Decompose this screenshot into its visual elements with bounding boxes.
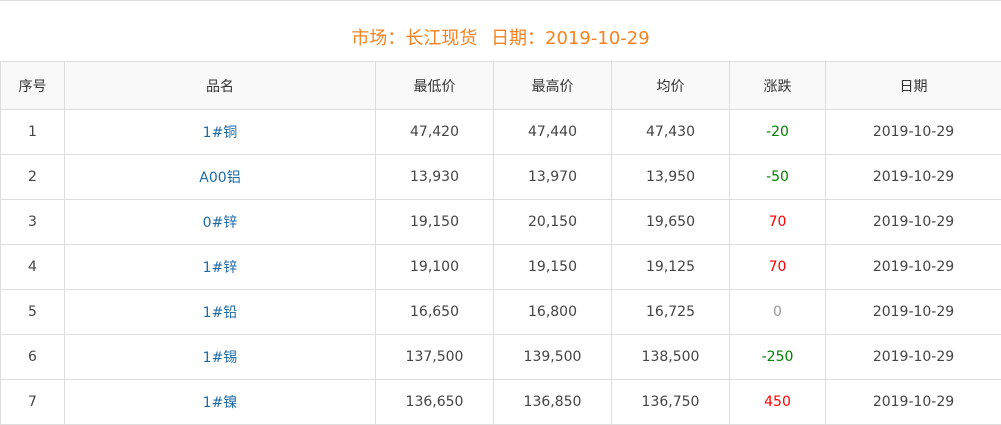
cell-index: 3: [1, 200, 65, 245]
date-label: 日期：2019-10-29: [491, 28, 650, 49]
cell-low: 19,150: [376, 200, 494, 245]
cell-avg: 136,750: [612, 380, 730, 425]
header-col-index: 序号: [1, 62, 65, 110]
table-header: 序号品名最低价最高价均价涨跌日期: [1, 62, 1001, 110]
cell-high: 47,440: [494, 110, 612, 155]
market-label: 市场：长江现货: [351, 28, 477, 49]
header-col-avg: 均价: [612, 62, 730, 110]
cell-low: 136,650: [376, 380, 494, 425]
header-col-change: 涨跌: [730, 62, 826, 110]
cell-index: 6: [1, 335, 65, 380]
cell-change: 70: [730, 245, 826, 290]
page-title: 市场：长江现货 日期：2019-10-29: [0, 1, 1001, 61]
cell-low: 13,930: [376, 155, 494, 200]
cell-low: 137,500: [376, 335, 494, 380]
cell-change: -20: [730, 110, 826, 155]
cell-low: 16,650: [376, 290, 494, 335]
cell-low: 47,420: [376, 110, 494, 155]
cell-date: 2019-10-29: [826, 155, 1001, 200]
cell-date: 2019-10-29: [826, 335, 1001, 380]
cell-high: 139,500: [494, 335, 612, 380]
cell-change: -250: [730, 335, 826, 380]
cell-date: 2019-10-29: [826, 380, 1001, 425]
cell-index: 5: [1, 290, 65, 335]
cell-index: 7: [1, 380, 65, 425]
cell-avg: 47,430: [612, 110, 730, 155]
cell-avg: 16,725: [612, 290, 730, 335]
header-col-name: 品名: [65, 62, 376, 110]
cell-change: -50: [730, 155, 826, 200]
cell-name[interactable]: 1#锡: [65, 335, 376, 380]
cell-high: 20,150: [494, 200, 612, 245]
cell-name[interactable]: 1#锌: [65, 245, 376, 290]
cell-low: 19,100: [376, 245, 494, 290]
cell-avg: 13,950: [612, 155, 730, 200]
cell-high: 13,970: [494, 155, 612, 200]
cell-name[interactable]: 1#镍: [65, 380, 376, 425]
cell-change: 450: [730, 380, 826, 425]
cell-name[interactable]: 1#铅: [65, 290, 376, 335]
cell-index: 2: [1, 155, 65, 200]
header-col-high: 最高价: [494, 62, 612, 110]
cell-name[interactable]: 0#锌: [65, 200, 376, 245]
header-col-low: 最低价: [376, 62, 494, 110]
cell-date: 2019-10-29: [826, 245, 1001, 290]
cell-high: 136,850: [494, 380, 612, 425]
cell-change: 0: [730, 290, 826, 335]
cell-avg: 138,500: [612, 335, 730, 380]
header-col-date: 日期: [826, 62, 1001, 110]
cell-index: 4: [1, 245, 65, 290]
cell-date: 2019-10-29: [826, 110, 1001, 155]
cell-date: 2019-10-29: [826, 290, 1001, 335]
cell-index: 1: [1, 110, 65, 155]
cell-high: 16,800: [494, 290, 612, 335]
cell-avg: 19,125: [612, 245, 730, 290]
cell-date: 2019-10-29: [826, 200, 1001, 245]
cell-high: 19,150: [494, 245, 612, 290]
cell-change: 70: [730, 200, 826, 245]
cell-name[interactable]: A00铝: [65, 155, 376, 200]
cell-avg: 19,650: [612, 200, 730, 245]
cell-name[interactable]: 1#铜: [65, 110, 376, 155]
